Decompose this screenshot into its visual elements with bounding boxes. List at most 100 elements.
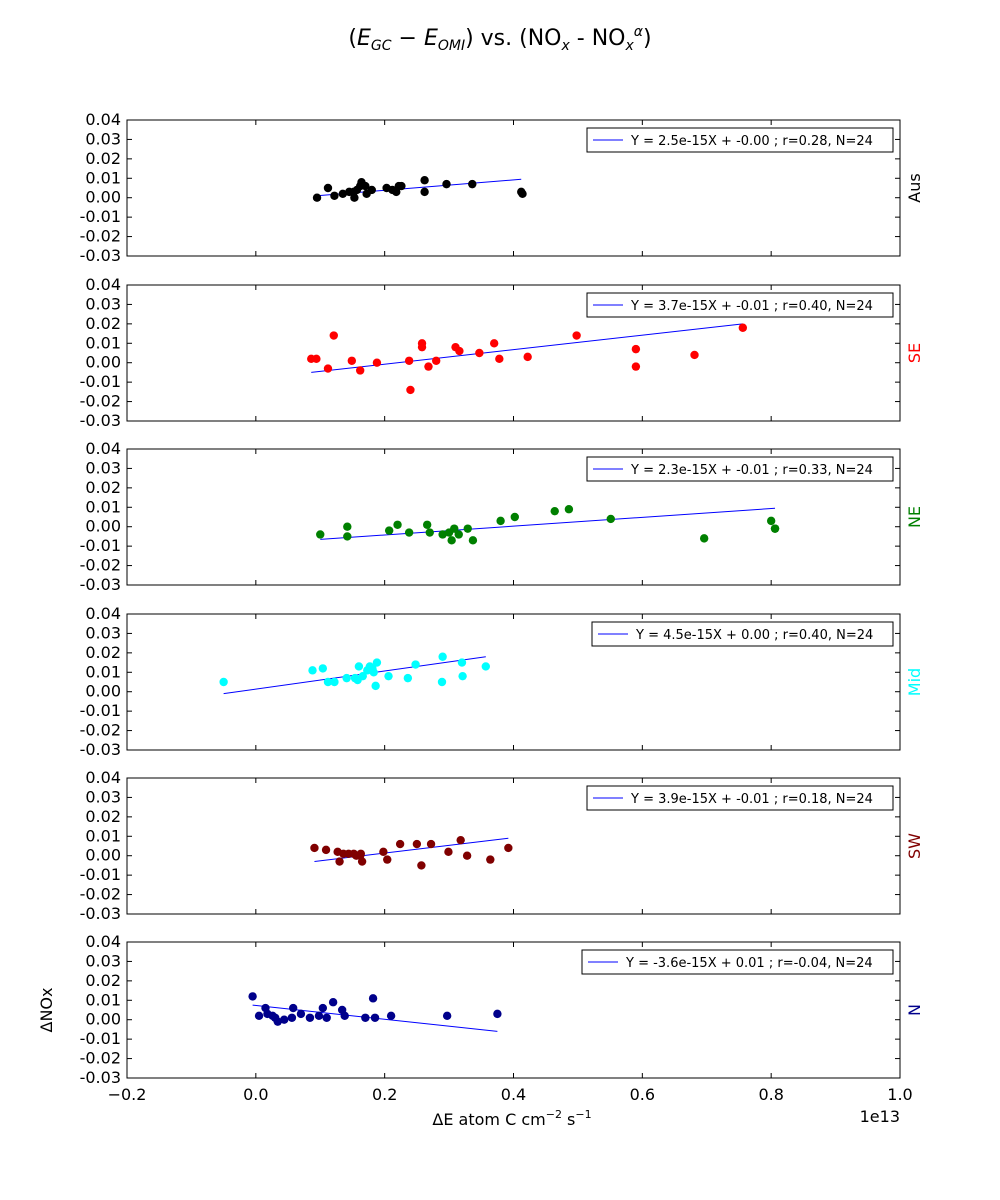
- panel-sw-point: [379, 847, 388, 857]
- panel-sw-point: [335, 857, 344, 866]
- panel-sw-point: [357, 857, 367, 866]
- panel-aus-ytick-label: -0.02: [80, 227, 121, 246]
- panel-mid-point: [458, 671, 467, 681]
- panel-n-point: [279, 1015, 289, 1024]
- panel-mid-point: [354, 662, 364, 671]
- panel-n-label: N: [905, 1004, 924, 1016]
- panel-aus-point: [397, 181, 406, 191]
- panel-se-legend-box: [586, 292, 894, 318]
- panel-aus-point: [350, 193, 359, 202]
- panel-n-point: [442, 1011, 452, 1021]
- panel-se-ytick-label: -0.03: [80, 411, 121, 430]
- panel-se-ytick-label: 0.01: [85, 333, 121, 352]
- panel-ne-point: [343, 532, 352, 541]
- panel-sw-point: [444, 847, 453, 857]
- panel-aus-point: [312, 193, 322, 202]
- panel-ne-point: [393, 520, 402, 529]
- panel-se-ytick-label: 0.00: [85, 353, 121, 372]
- panel-se-point: [312, 354, 321, 364]
- chart-title: (EGC − EOMI) vs. (NOx - NOxα): [348, 24, 651, 54]
- panel-mid-point: [369, 668, 378, 677]
- panel-se-ytick-label: -0.02: [80, 392, 121, 411]
- panel-ne-point: [766, 516, 776, 526]
- panel-ne-legend-box: [586, 456, 894, 482]
- panel-se: 0.040.030.020.010.00-0.01-0.02-0.03 Y = 3…: [80, 275, 924, 430]
- panel-mid-point: [372, 658, 382, 667]
- panel-ne-ytick-label: 0.00: [85, 517, 121, 536]
- panel-sw-point: [456, 835, 465, 845]
- panel-mid-point: [457, 658, 467, 667]
- panel-sw-ytick-label: 0.04: [85, 768, 121, 787]
- panel-ne-point: [468, 536, 478, 545]
- panel-mid-point: [330, 677, 339, 687]
- panel-ne-fit-line: [320, 507, 776, 540]
- panel-ne-point: [454, 530, 463, 539]
- panel-mid-point: [438, 652, 447, 661]
- panel-aus-label: Aus: [905, 173, 924, 202]
- panel-aus-ytick-label: -0.03: [80, 246, 121, 265]
- panel-sw-point: [310, 843, 319, 853]
- panel-ne-point: [606, 514, 615, 524]
- panel-n-point: [340, 1011, 349, 1021]
- panel-se-point: [489, 339, 499, 348]
- panel-mid: 0.040.030.020.010.00-0.01-0.02-0.03 Y = 4…: [80, 604, 924, 759]
- panel-mid-legend-box: [591, 621, 894, 647]
- panel-n-ytick-label: 0.04: [85, 932, 121, 951]
- panel-ne-ytick-label: -0.03: [80, 575, 121, 594]
- panel-sw-ytick-label: -0.03: [80, 904, 121, 923]
- panel-sw-ytick-label: 0.01: [85, 826, 121, 845]
- x-offset-label: 1e13: [860, 1107, 900, 1126]
- panel-sw-point: [395, 839, 405, 849]
- panel-se-ytick-label: 0.03: [85, 294, 121, 313]
- panel-n-point: [493, 1009, 502, 1019]
- x-tick-label: 0.4: [501, 1085, 526, 1104]
- panel-aus-ytick-label: 0.04: [85, 110, 121, 129]
- panel-mid-point: [323, 677, 333, 687]
- panel-mid-ytick-label: 0.01: [85, 662, 121, 681]
- panel-n-legend: Y = -3.6e-15X + 0.01 ; r=-0.04, N=24: [581, 949, 894, 975]
- panel-se-point: [495, 354, 504, 364]
- panel-se-legend-text: Y = 3.7e-15X + -0.01 ; r=0.40, N=24: [630, 299, 873, 314]
- panel-aus-point: [367, 185, 376, 195]
- panel-n-point: [296, 1009, 306, 1019]
- panel-n-point: [322, 1013, 331, 1022]
- panel-se-point: [355, 366, 365, 375]
- panels: 0.040.030.020.010.00-0.01-0.02-0.03Y = 2…: [80, 110, 924, 1087]
- panel-n-ytick-label: 0.01: [85, 990, 121, 1009]
- panel-se-ytick-label: 0.04: [85, 275, 121, 294]
- panel-sw-point: [426, 839, 436, 849]
- panel-aus-point: [338, 189, 347, 199]
- panel-ne-point: [564, 505, 574, 514]
- panel-sw-point: [462, 851, 472, 860]
- panel-se-point: [404, 356, 414, 365]
- panel-ne-point: [447, 536, 456, 545]
- panel-aus-point: [361, 181, 370, 191]
- panel-aus-point: [518, 189, 527, 199]
- panel-ne-ytick-label: 0.01: [85, 497, 121, 516]
- panel-sw-ytick-label: 0.02: [85, 807, 121, 826]
- panel-aus-point: [323, 183, 333, 193]
- panel-n-point: [361, 1013, 370, 1022]
- x-tick-labels: −0.2 0.0 0.2 0.4 0.6 0.8 1.0: [108, 1085, 913, 1104]
- panel-n-legend-text: Y = -3.6e-15X + 0.01 ; r=-0.04, N=24: [625, 956, 873, 971]
- panel-mid-ytick-label: 0.04: [85, 604, 121, 623]
- panel-se-ytick-label: 0.02: [85, 314, 121, 333]
- panel-sw-ytick-label: -0.01: [80, 865, 121, 884]
- x-tick-label: 0.8: [758, 1085, 783, 1104]
- panel-se-point: [323, 364, 333, 373]
- panel-n-legend-box: [581, 949, 894, 975]
- panel-ne-point: [343, 522, 352, 531]
- panel-mid-point: [308, 666, 317, 675]
- panel-n-point: [370, 1013, 380, 1022]
- panel-sw: 0.040.030.020.010.00-0.01-0.02-0.03 Y = 3…: [80, 768, 924, 923]
- panel-se-point: [329, 331, 338, 340]
- panel-n-point: [368, 994, 378, 1003]
- panel-ne-ytick-label: 0.03: [85, 458, 121, 477]
- panel-aus-legend-text: Y = 2.5e-15X + -0.00 ; r=0.28, N=24: [630, 134, 873, 149]
- panel-n-point: [254, 1011, 264, 1021]
- panel-se-point: [424, 362, 433, 371]
- panel-ne-point: [422, 520, 432, 529]
- panel-sw-point: [412, 839, 422, 849]
- panel-n-ytick-label: -0.01: [80, 1029, 121, 1048]
- panel-n-point: [288, 1003, 298, 1013]
